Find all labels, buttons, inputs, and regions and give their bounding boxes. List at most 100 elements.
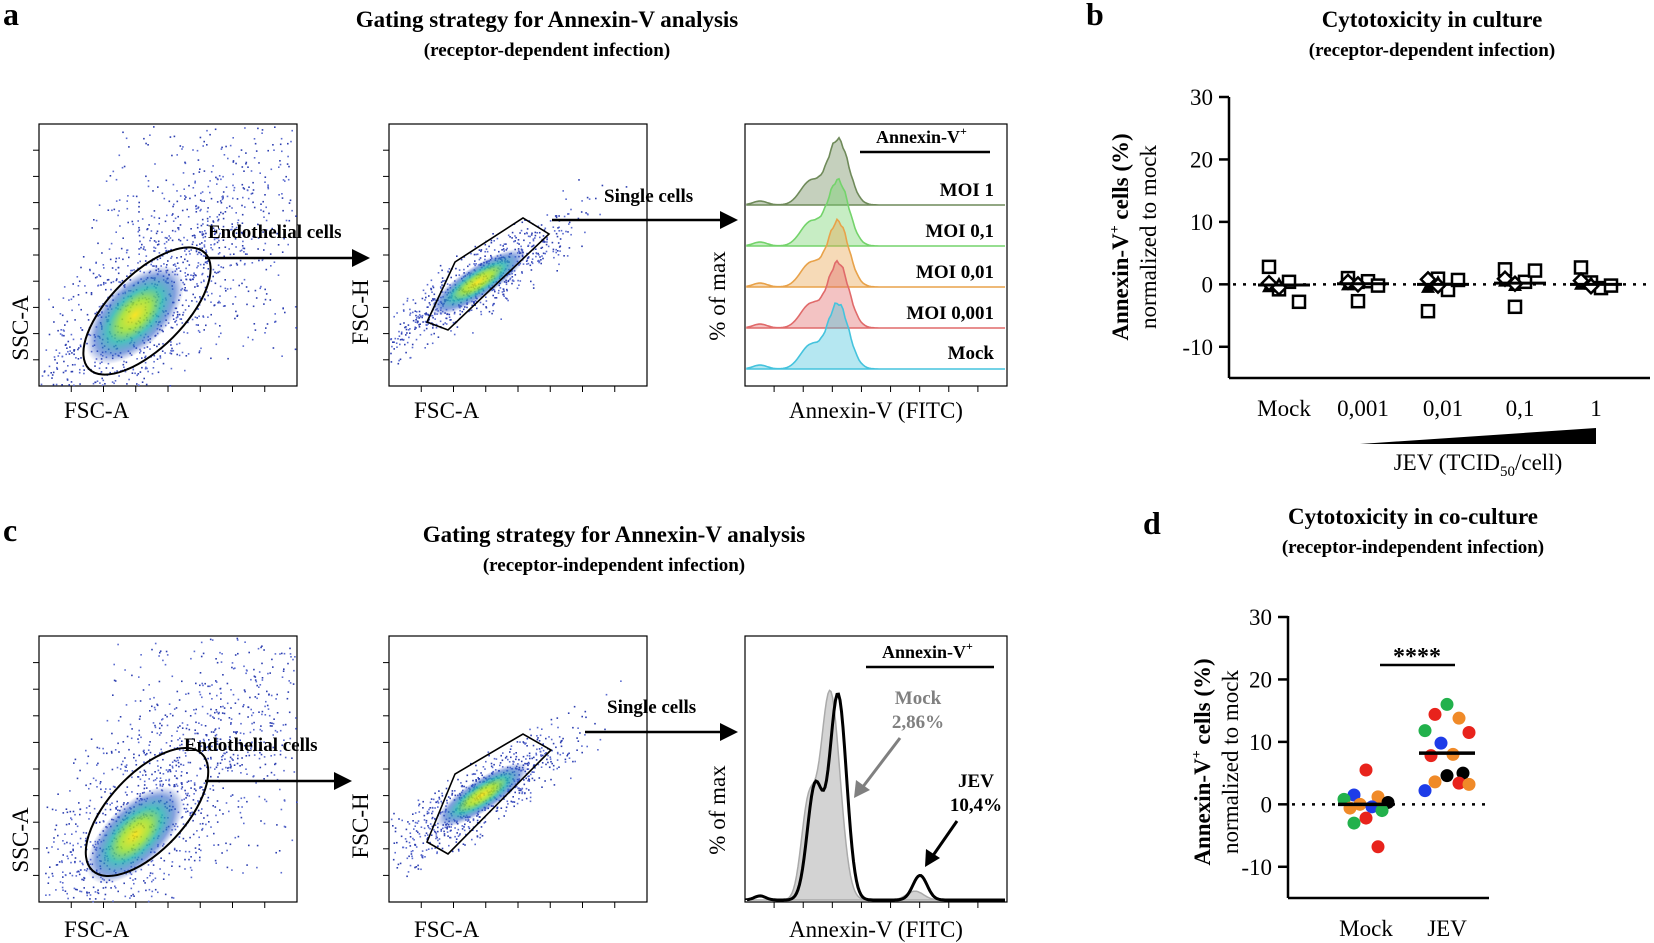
- event-dot: [552, 764, 555, 767]
- annexin-gate-label-a: Annexin-V+: [876, 124, 967, 147]
- event-dot: [170, 349, 172, 352]
- event-dot: [246, 189, 249, 191]
- event-dot: [524, 232, 526, 235]
- event-dot: [465, 833, 467, 836]
- event-dot: [207, 796, 210, 799]
- event-dot: [456, 255, 458, 257]
- event-dot: [532, 283, 535, 286]
- event-dot: [188, 250, 190, 253]
- event-dot: [492, 294, 494, 297]
- event-dot: [433, 293, 436, 296]
- event-dot: [221, 653, 223, 655]
- event-dot: [511, 276, 514, 278]
- event-dot: [536, 253, 538, 255]
- event-dot: [286, 697, 289, 700]
- event-dot: [243, 689, 246, 691]
- event-dot: [181, 322, 184, 324]
- event-dot: [114, 380, 117, 382]
- event-dot: [69, 872, 71, 875]
- event-dot: [179, 725, 181, 727]
- event-dot: [57, 329, 59, 332]
- event-dot: [177, 739, 179, 741]
- event-dot: [197, 324, 199, 326]
- event-dot: [200, 347, 202, 350]
- event-dot: [171, 735, 173, 737]
- event-dot: [179, 737, 181, 740]
- event-dot: [219, 301, 221, 304]
- event-dot: [160, 732, 162, 734]
- event-dot: [528, 789, 530, 791]
- event-dot: [66, 378, 69, 380]
- event-dot: [175, 783, 178, 786]
- event-dot: [521, 799, 524, 801]
- event-dot: [472, 779, 474, 782]
- event-dot: [206, 835, 209, 837]
- point-orange: [1452, 711, 1466, 725]
- event-dot: [152, 779, 155, 782]
- event-dot: [454, 835, 456, 838]
- event-dot: [283, 825, 286, 828]
- event-dot: [237, 219, 240, 221]
- event-dot: [292, 658, 294, 661]
- event-dot: [199, 768, 202, 770]
- event-dot: [217, 253, 220, 255]
- event-dot: [510, 800, 513, 803]
- event-dot: [190, 807, 193, 809]
- event-dot: [214, 729, 216, 732]
- event-dot: [88, 891, 90, 894]
- event-dot: [483, 822, 486, 824]
- event-dot: [260, 209, 262, 211]
- event-dot: [503, 295, 505, 297]
- event-dot: [198, 752, 201, 755]
- event-dot: [502, 245, 504, 247]
- event-dot: [233, 233, 235, 235]
- event-dot: [208, 739, 210, 741]
- event-dot: [557, 250, 559, 252]
- event-dot: [254, 679, 257, 681]
- event-dot: [47, 882, 50, 884]
- event-dot: [226, 195, 229, 198]
- event-dot: [168, 778, 171, 781]
- event-dot: [99, 275, 102, 278]
- event-dot: [225, 186, 228, 188]
- event-dot: [76, 276, 79, 278]
- event-dot: [138, 729, 140, 732]
- event-dot: [203, 279, 205, 282]
- event-dot: [499, 762, 502, 764]
- event-dot: [394, 337, 397, 340]
- event-dot: [237, 754, 239, 757]
- event-dot: [128, 256, 130, 259]
- event-dot: [281, 652, 283, 655]
- event-dot: [507, 234, 510, 237]
- event-dot: [169, 237, 172, 239]
- event-dot: [222, 217, 225, 220]
- event-dot: [429, 841, 431, 844]
- event-dot: [256, 866, 258, 869]
- event-dot: [294, 306, 297, 308]
- event-dot: [441, 847, 444, 850]
- event-dot: [230, 765, 232, 767]
- event-dot: [189, 715, 192, 717]
- event-dot: [87, 755, 90, 758]
- event-dot: [102, 812, 104, 815]
- event-dot: [186, 803, 189, 806]
- event-dot: [531, 262, 534, 265]
- event-dot: [197, 285, 199, 287]
- event-dot: [211, 248, 214, 251]
- event-dot: [74, 319, 76, 321]
- event-dot: [184, 247, 186, 250]
- event-dot: [528, 755, 531, 757]
- event-dot: [414, 328, 416, 330]
- event-dot: [167, 770, 169, 773]
- event-dot: [159, 722, 161, 725]
- event-dot: [259, 287, 261, 290]
- event-dot: [207, 185, 210, 188]
- event-dot: [484, 243, 487, 246]
- event-dot: [220, 698, 222, 700]
- event-dot: [96, 380, 99, 382]
- event-dot: [138, 754, 140, 757]
- event-dot: [392, 858, 395, 861]
- event-dot: [538, 254, 540, 256]
- event-dot: [122, 773, 125, 776]
- event-dot: [501, 249, 503, 251]
